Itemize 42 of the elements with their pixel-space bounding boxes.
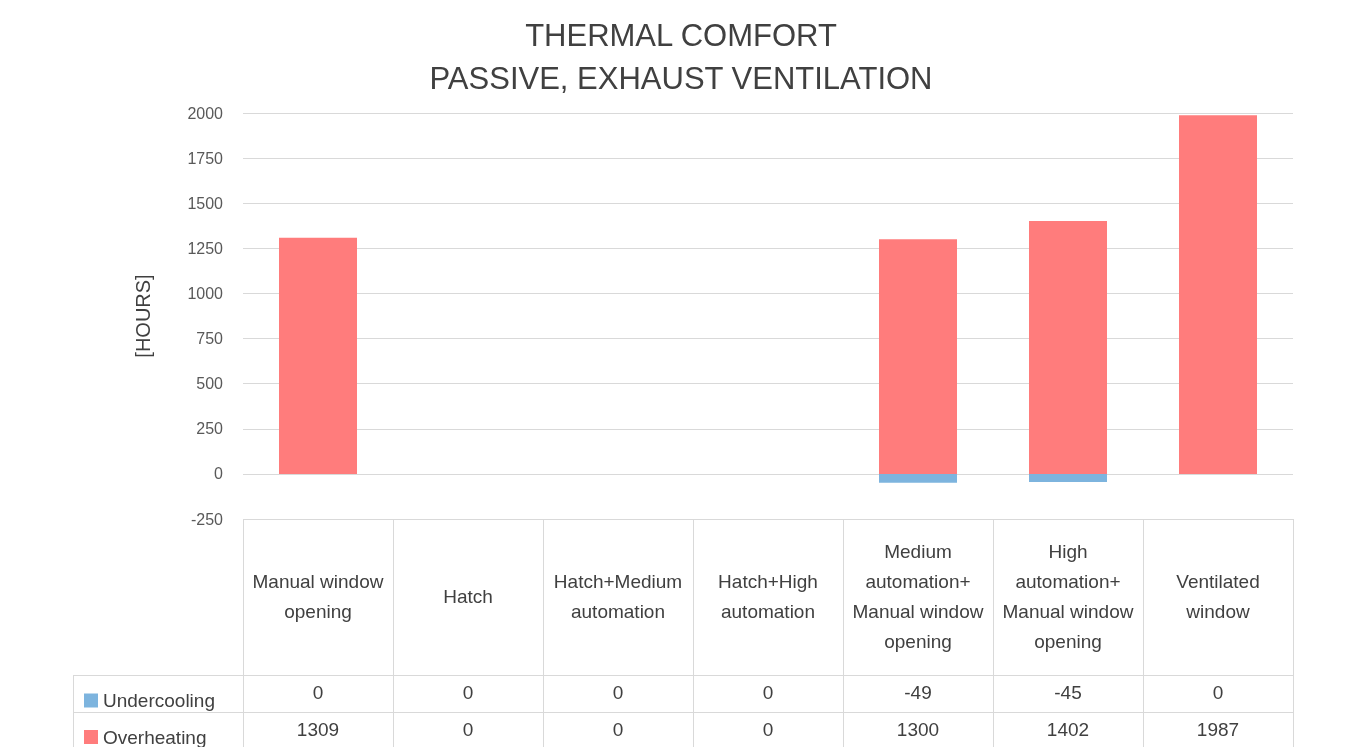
chart-subtitle: PASSIVE, EXHAUST VENTILATION — [429, 61, 933, 96]
bar — [279, 237, 357, 474]
y-tick-label: -250 — [190, 510, 224, 528]
y-tick-label: 1750 — [187, 149, 224, 167]
data-label: 0 — [311, 681, 325, 706]
x-tick-label: High automation+ Manual window opening — [1001, 540, 1135, 654]
data-label: -49 — [903, 681, 933, 706]
y-tick-label: 1500 — [187, 194, 224, 212]
x-tick-label: Hatch — [442, 585, 494, 609]
data-label: 0 — [611, 717, 625, 742]
bar — [1179, 115, 1257, 474]
x-tick-label: Manual window opening — [251, 570, 385, 624]
legend-label: Undercooling — [103, 690, 215, 711]
data-label: 0 — [461, 681, 475, 706]
y-axis-title: [HOURS] — [132, 274, 154, 358]
chart-title: THERMAL COMFORT — [525, 18, 837, 53]
y-tick-label: 1000 — [187, 284, 224, 302]
data-label: 1309 — [295, 717, 341, 742]
data-label: 0 — [1211, 681, 1225, 706]
y-tick-label: 1250 — [187, 239, 224, 257]
data-label: -45 — [1053, 681, 1083, 706]
bar — [1029, 220, 1107, 474]
x-tick-label: Hatch+High automation — [717, 570, 819, 624]
y-tick-label: 2000 — [187, 104, 224, 122]
data-label: 0 — [611, 681, 625, 706]
bar — [879, 473, 957, 483]
data-label: 1987 — [1195, 717, 1241, 742]
legend-label: Overheating — [103, 726, 207, 747]
x-tick-label: Ventilated window — [1175, 570, 1261, 624]
bar — [879, 239, 957, 474]
data-label: 0 — [761, 681, 775, 706]
y-tick-label: 500 — [196, 375, 224, 393]
y-tick-label: 250 — [196, 420, 224, 438]
y-tick-label: 0 — [214, 465, 224, 483]
data-label: 0 — [461, 717, 475, 742]
x-tick-label: Medium automation+ Manual window opening — [851, 540, 985, 654]
x-tick-label: Hatch+Medium automation — [552, 570, 684, 624]
data-label: 1402 — [1045, 717, 1091, 742]
y-tick-label: 750 — [196, 330, 224, 348]
bar — [1029, 473, 1107, 483]
data-label: 0 — [761, 717, 775, 742]
data-label: 1300 — [895, 717, 941, 742]
